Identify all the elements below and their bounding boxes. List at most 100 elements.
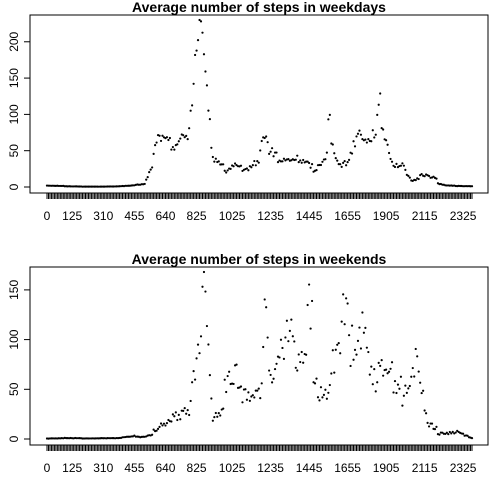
data-point	[282, 157, 286, 160]
data-point	[319, 386, 323, 389]
data-point	[290, 318, 293, 321]
data-point	[379, 364, 382, 367]
data-point	[257, 387, 260, 390]
x-tick-label: 0	[44, 209, 51, 223]
data-point	[186, 137, 189, 141]
data-point	[185, 412, 188, 415]
data-point	[159, 139, 163, 143]
data-point	[235, 363, 238, 366]
data-point	[371, 383, 374, 386]
data-point	[223, 169, 226, 172]
data-point	[448, 430, 451, 434]
data-point	[294, 366, 297, 369]
data-point	[204, 290, 207, 293]
data-point	[205, 324, 209, 328]
data-point	[170, 148, 173, 151]
data-point	[287, 158, 290, 161]
data-point	[260, 139, 263, 143]
x-tick-label: 0	[44, 461, 51, 475]
x-tick-label: 640	[155, 461, 175, 475]
data-point	[367, 138, 370, 141]
data-point	[213, 416, 216, 419]
data-point	[293, 340, 296, 343]
data-point	[228, 370, 231, 373]
data-point	[374, 133, 377, 136]
data-point	[451, 430, 454, 433]
data-point	[349, 364, 352, 368]
data-point	[355, 353, 358, 356]
y-tick-label: 100	[7, 104, 21, 124]
data-point	[222, 407, 225, 410]
data-point	[426, 421, 429, 424]
data-point	[287, 340, 290, 343]
data-point	[256, 159, 259, 163]
data-point	[297, 161, 300, 164]
data-point	[333, 152, 336, 155]
data-point	[164, 424, 167, 427]
data-point	[427, 425, 431, 428]
data-point	[447, 432, 450, 436]
data-point	[371, 129, 374, 132]
data-point	[189, 399, 192, 403]
data-point	[199, 335, 203, 338]
data-point	[266, 141, 269, 144]
data-point	[211, 419, 214, 422]
data-point	[210, 146, 213, 149]
data-point	[196, 39, 200, 42]
data-point	[302, 158, 305, 162]
data-point	[217, 412, 220, 415]
data-point	[251, 164, 254, 167]
data-point	[148, 171, 151, 174]
data-point	[260, 382, 263, 385]
data-point	[195, 357, 198, 360]
data-point	[158, 425, 161, 428]
data-point	[239, 164, 243, 167]
data-point	[225, 390, 228, 394]
data-point	[454, 431, 457, 434]
data-point	[319, 163, 323, 167]
x-tick-label: 2325	[450, 461, 477, 475]
data-point	[365, 346, 368, 349]
x-tick-label: 2115	[412, 209, 438, 223]
data-point	[208, 118, 211, 121]
y-tick-label: 150	[7, 280, 21, 300]
data-point	[207, 343, 210, 346]
y-tick-label: 0	[7, 183, 21, 190]
data-point	[223, 378, 226, 381]
data-point	[256, 389, 259, 392]
data-point	[322, 393, 326, 396]
data-point	[183, 136, 186, 139]
data-point	[387, 370, 391, 373]
x-tick-label: 455	[124, 209, 144, 223]
data-point	[202, 53, 206, 56]
data-point	[364, 138, 367, 141]
data-point	[382, 128, 385, 131]
data-point	[405, 391, 408, 394]
data-point	[201, 285, 204, 288]
data-point	[189, 109, 192, 112]
data-point	[392, 391, 395, 394]
weekday-panel: Average number of steps in weekdays 0 50 1…	[7, 0, 489, 223]
data-point	[226, 169, 229, 172]
data-point	[192, 82, 195, 85]
x-tick-label: 310	[93, 209, 113, 223]
y-tick-label: 200	[7, 31, 21, 51]
data-point	[302, 361, 305, 364]
data-point	[427, 174, 431, 178]
data-point	[445, 431, 448, 434]
data-point	[328, 383, 331, 387]
data-point	[219, 414, 222, 417]
data-point	[177, 140, 180, 143]
data-point	[398, 387, 401, 390]
data-point	[408, 384, 411, 388]
data-point	[143, 182, 146, 186]
data-point	[355, 135, 358, 138]
data-point	[386, 372, 389, 375]
data-point	[270, 147, 274, 150]
data-point	[176, 418, 179, 422]
data-point	[186, 409, 189, 412]
data-point	[275, 151, 278, 154]
weekday-title: Average number of steps in weekdays	[132, 0, 386, 15]
data-point	[316, 396, 320, 399]
data-point	[278, 356, 281, 359]
